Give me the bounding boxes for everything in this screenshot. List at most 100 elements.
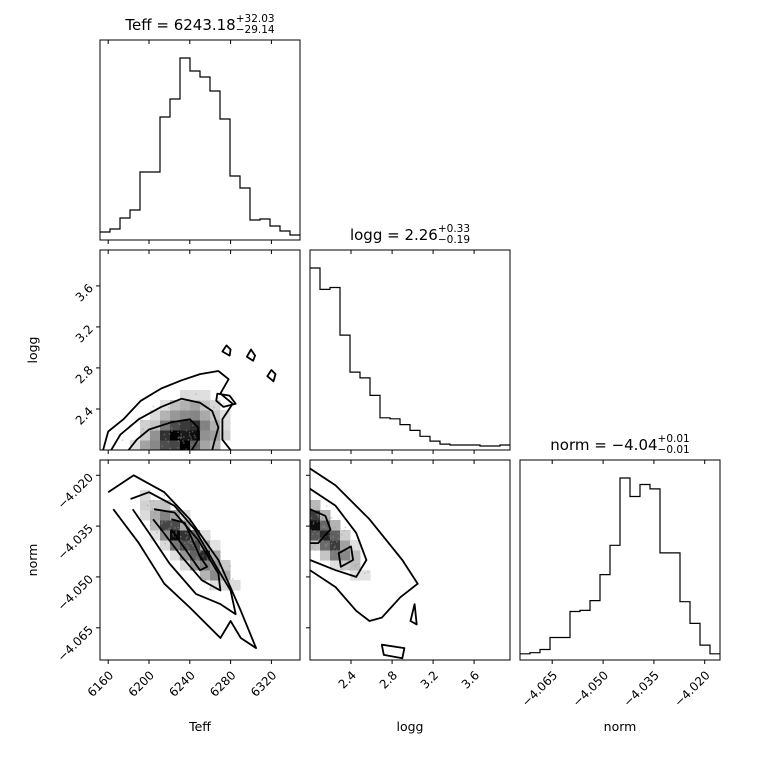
density-cell (220, 420, 231, 431)
sample-point (197, 558, 199, 561)
y-tick-label: 2.8 (73, 363, 96, 386)
sample-point (141, 420, 144, 422)
sample-point (166, 464, 168, 466)
sample-point (223, 402, 225, 405)
density-cell (330, 530, 341, 541)
sample-point (229, 565, 231, 568)
x-tick-label: −4.050 (570, 668, 611, 709)
density-cell (190, 390, 201, 401)
sample-point (185, 411, 188, 413)
sample-point (186, 412, 189, 415)
y-tick-label: 2.4 (73, 404, 96, 427)
density-cell (130, 440, 141, 450)
density-cell (200, 410, 211, 421)
sample-point (149, 521, 152, 523)
sample-point (193, 434, 196, 437)
sample-point (183, 519, 185, 522)
sample-point (293, 534, 295, 536)
density-cell (150, 410, 161, 421)
sample-point (332, 549, 335, 552)
sample-point (271, 481, 273, 483)
sample-point (183, 451, 185, 453)
density-cell (210, 440, 221, 450)
density-cell (310, 530, 321, 541)
sample-point (153, 513, 156, 516)
title-text: Teff = 6243.18 (124, 16, 235, 34)
x-tick-label: −4.020 (671, 668, 712, 709)
sample-point (187, 546, 190, 549)
density-cell (140, 510, 151, 521)
density-cell (310, 500, 321, 511)
density-cell (170, 440, 181, 450)
density-cell (190, 430, 201, 441)
sample-point (325, 527, 327, 529)
sample-point (169, 447, 171, 450)
contour-island (215, 392, 237, 408)
sample-point (160, 454, 162, 456)
sample-point (167, 528, 170, 531)
density-cell (140, 500, 151, 511)
density-cell (320, 550, 331, 561)
sample-point (206, 558, 209, 560)
sample-point (187, 541, 190, 544)
density-cell (210, 410, 221, 421)
sample-point (201, 576, 203, 579)
sample-point (296, 492, 298, 494)
density-cell (140, 440, 151, 450)
contour-line (170, 518, 209, 572)
sample-point (283, 505, 285, 507)
sample-point (180, 470, 182, 472)
title-plus-err: +32.03 (236, 13, 275, 25)
sample-point (161, 521, 164, 524)
sample-point (186, 533, 189, 535)
density-cell (180, 430, 191, 441)
sample-point (289, 517, 291, 519)
density-cell (200, 390, 211, 401)
x-tick-label: 3.6 (459, 668, 482, 691)
sample-point (176, 447, 179, 449)
sample-point (149, 436, 152, 439)
sample-point (160, 457, 162, 459)
sample-point (191, 415, 194, 418)
sample-point (121, 439, 124, 441)
sample-point (164, 542, 167, 545)
title-text: logg = 2.26 (350, 226, 438, 244)
sample-point (317, 514, 320, 517)
panel-frame (99, 39, 301, 241)
sample-point (125, 477, 127, 479)
contour-line (310, 508, 332, 544)
x-tick-label: −4.035 (621, 668, 662, 709)
density-cell (210, 580, 221, 591)
sample-point (146, 504, 149, 507)
sample-point (199, 452, 201, 454)
sample-point (168, 527, 171, 529)
sample-point (160, 522, 163, 525)
density-cell (180, 540, 191, 551)
sample-point (207, 561, 209, 564)
sample-point (148, 473, 150, 475)
density-cell (220, 430, 231, 441)
sample-point (310, 517, 313, 519)
y-tick-label: 3.6 (73, 281, 96, 304)
sample-point (185, 429, 188, 432)
sample-point (161, 445, 164, 448)
density-cell (170, 510, 181, 521)
sample-point (302, 514, 304, 516)
sample-point (182, 442, 185, 444)
sample-point (164, 501, 167, 504)
sample-point (330, 542, 333, 545)
contour-line (152, 508, 222, 592)
sample-point (203, 416, 205, 419)
sample-point (341, 568, 344, 570)
sample-point (281, 498, 283, 500)
sample-point (316, 513, 318, 516)
sample-point (169, 513, 172, 516)
density-cell (150, 500, 161, 511)
sample-point (190, 482, 192, 484)
density-cell (160, 440, 171, 450)
sample-point (134, 466, 136, 468)
density-cell (170, 540, 181, 551)
density-cell (340, 530, 351, 541)
sample-point (294, 522, 296, 524)
sample-point (201, 570, 204, 572)
